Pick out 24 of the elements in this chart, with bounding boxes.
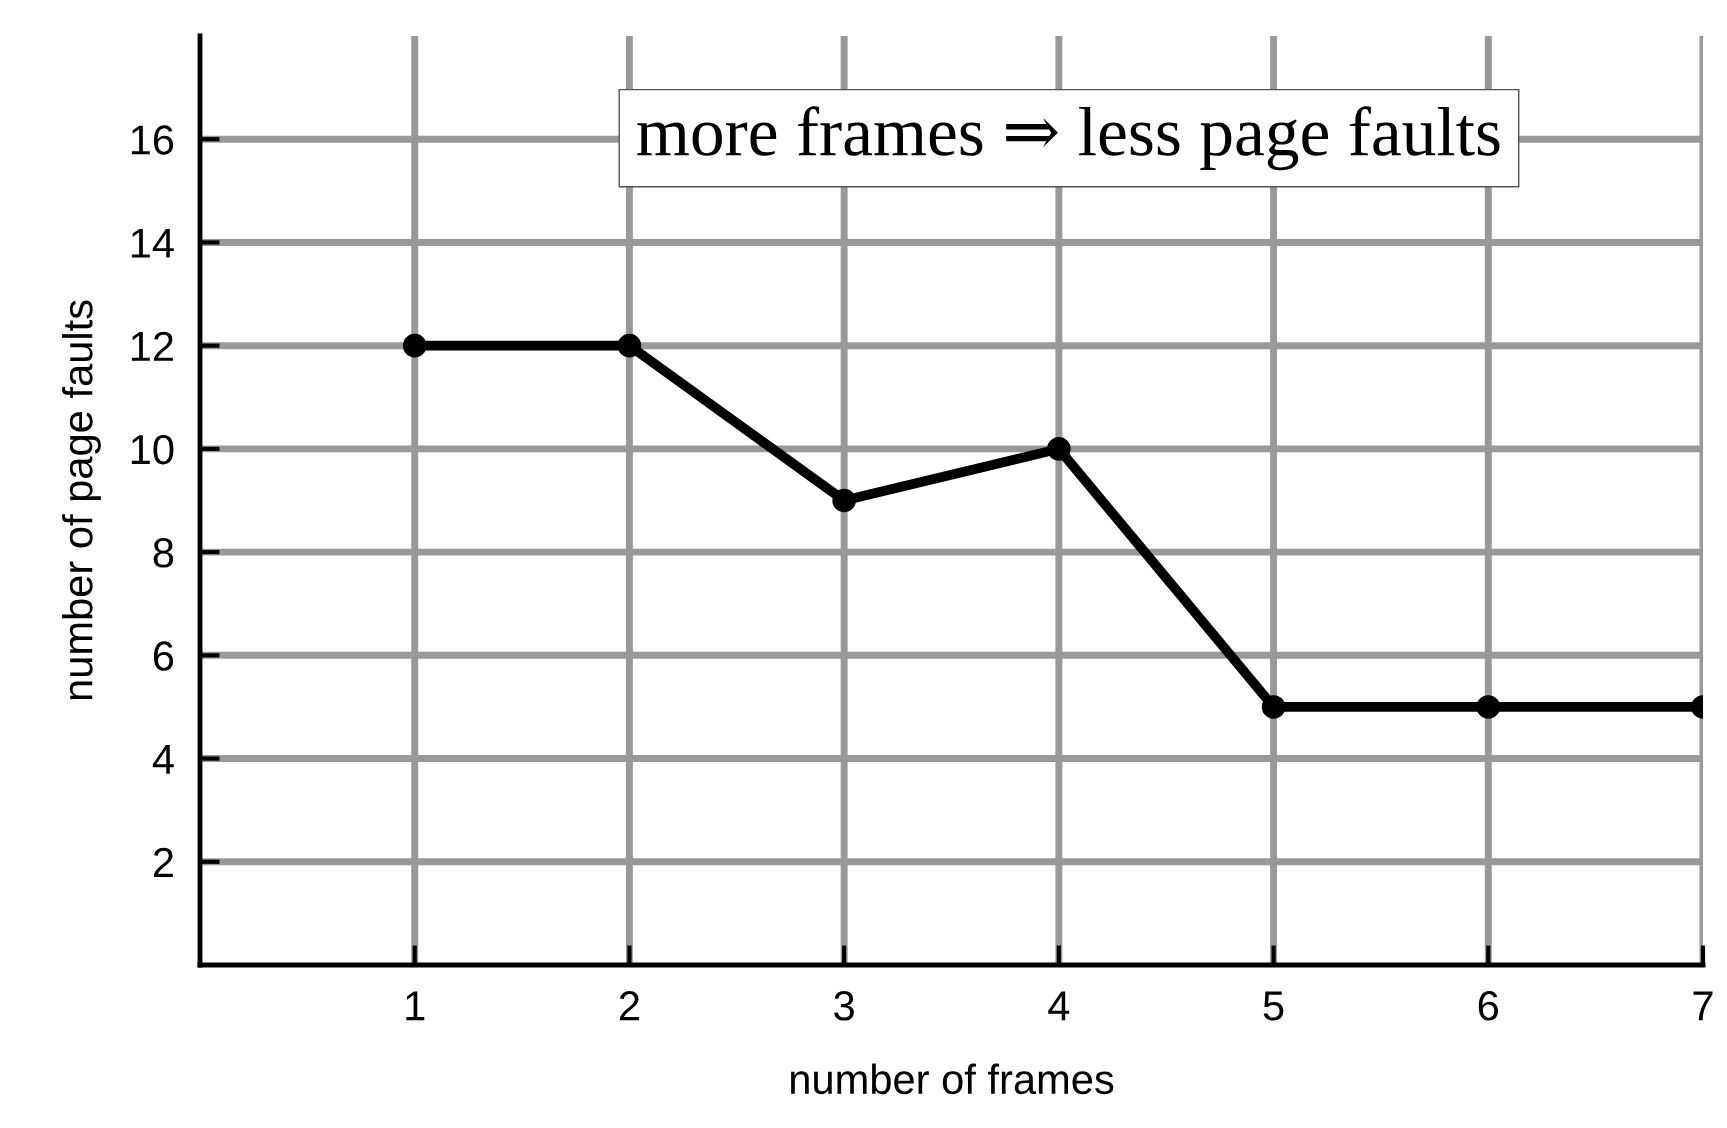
- y-tick-label: 2: [153, 847, 173, 877]
- x-tick-label: 1: [406, 991, 425, 1021]
- x-tick-label: 2: [619, 991, 639, 1021]
- y-tick-label: 12: [131, 331, 173, 361]
- annotation: more frames ⇒ less page faults: [637, 106, 1500, 171]
- x-tick-label: 5: [1263, 991, 1284, 1021]
- y-tick-label: 14: [131, 228, 174, 258]
- point: [1476, 695, 1501, 719]
- y-axis-title: number of page faults: [62, 300, 101, 700]
- x-axis-title: number of frames: [791, 1063, 1114, 1095]
- y-tick-label: 16: [131, 125, 174, 155]
- y-tick-label: 10: [131, 434, 174, 465]
- x-tick-label: 6: [1478, 991, 1499, 1021]
- point: [402, 333, 427, 358]
- y-tick-label: 6: [153, 641, 174, 671]
- point: [832, 488, 856, 513]
- point: [1047, 437, 1071, 461]
- y-tick-label: 8: [153, 538, 174, 568]
- x-tick-label: 4: [1048, 991, 1070, 1021]
- point: [617, 333, 642, 358]
- x-tick-label: 3: [834, 991, 854, 1021]
- point: [1261, 695, 1286, 719]
- y-tick-label: 4: [152, 744, 174, 774]
- x-tick-label: 7: [1693, 991, 1713, 1021]
